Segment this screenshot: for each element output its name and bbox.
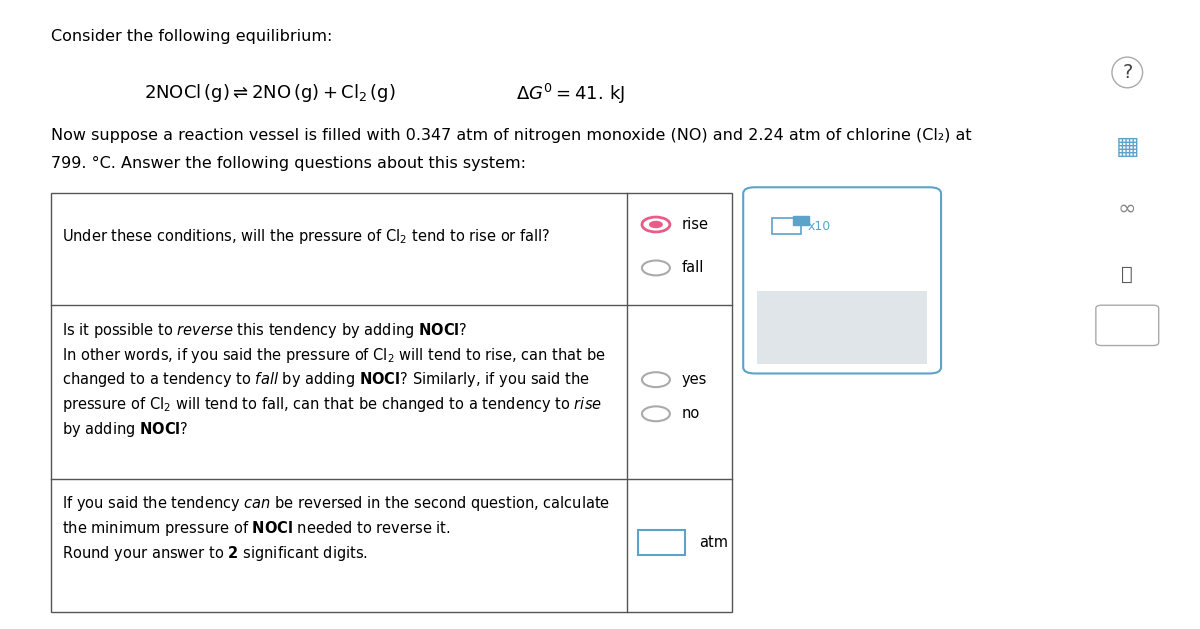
Text: Consider the following equilibrium:: Consider the following equilibrium: [50, 29, 332, 44]
Text: by adding $\mathbf{NOCl}$?: by adding $\mathbf{NOCl}$? [62, 420, 188, 439]
Text: changed to a tendency to $\it{fall}$ by adding $\mathbf{NOCl}$? Similarly, if yo: changed to a tendency to $\it{fall}$ by … [62, 370, 590, 389]
Circle shape [649, 221, 662, 228]
Text: ▦: ▦ [1116, 135, 1139, 159]
FancyBboxPatch shape [743, 187, 941, 374]
Text: yes: yes [682, 372, 707, 387]
Text: ?: ? [1122, 63, 1133, 82]
Text: Round your answer to $\mathbf{2}$ significant digits.: Round your answer to $\mathbf{2}$ signif… [62, 544, 368, 563]
Text: ↺: ↺ [871, 319, 890, 339]
Text: ∞: ∞ [1118, 199, 1136, 219]
Text: 799. °C. Answer the following questions about this system:: 799. °C. Answer the following questions … [50, 156, 526, 171]
Circle shape [642, 372, 670, 387]
Text: Under these conditions, will the pressure of $\mathrm{Cl_2}$ tend to rise or fal: Under these conditions, will the pressur… [62, 228, 551, 247]
Text: x10: x10 [808, 220, 830, 233]
FancyBboxPatch shape [757, 291, 928, 364]
Text: If you said the tendency $\it{can}$ be reversed in the second question, calculat: If you said the tendency $\it{can}$ be r… [62, 494, 611, 513]
Circle shape [642, 406, 670, 421]
Text: no: no [682, 406, 700, 421]
FancyBboxPatch shape [638, 530, 685, 555]
Text: $\Delta G^0 = 41.\,\mathrm{kJ}$: $\Delta G^0 = 41.\,\mathrm{kJ}$ [516, 82, 625, 106]
FancyBboxPatch shape [793, 216, 809, 225]
Text: In other words, if you said the pressure of $\mathrm{Cl_2}$ will tend to rise, c: In other words, if you said the pressure… [62, 345, 606, 365]
Text: pressure of $\mathrm{Cl_2}$ will tend to fall, can that be changed to a tendency: pressure of $\mathrm{Cl_2}$ will tend to… [62, 395, 602, 414]
FancyBboxPatch shape [773, 218, 802, 234]
Circle shape [642, 217, 670, 232]
Text: 18: 18 [1110, 308, 1121, 317]
Text: Now suppose a reaction vessel is filled with 0.347 atm of nitrogen monoxide (NO): Now suppose a reaction vessel is filled … [50, 128, 971, 143]
Text: ×: × [802, 319, 820, 339]
Text: 📊: 📊 [1121, 265, 1133, 284]
Text: fall: fall [682, 260, 704, 276]
FancyBboxPatch shape [50, 194, 732, 613]
Text: atm: atm [698, 535, 728, 550]
Text: Is it possible to $\it{reverse}$ this tendency by adding $\mathbf{NOCl}$?: Is it possible to $\it{reverse}$ this te… [62, 321, 468, 340]
Text: rise: rise [682, 217, 708, 232]
Text: the minimum pressure of $\mathbf{NOCl}$ needed to reverse it.: the minimum pressure of $\mathbf{NOCl}$ … [62, 520, 451, 538]
Circle shape [642, 260, 670, 276]
Text: $\mathrm{2NOCl\,(g) \rightleftharpoons 2NO\,(g) + Cl_2\,(g)}$: $\mathrm{2NOCl\,(g) \rightleftharpoons 2… [144, 82, 396, 104]
FancyBboxPatch shape [1096, 305, 1159, 345]
Text: Ar: Ar [1117, 318, 1136, 333]
